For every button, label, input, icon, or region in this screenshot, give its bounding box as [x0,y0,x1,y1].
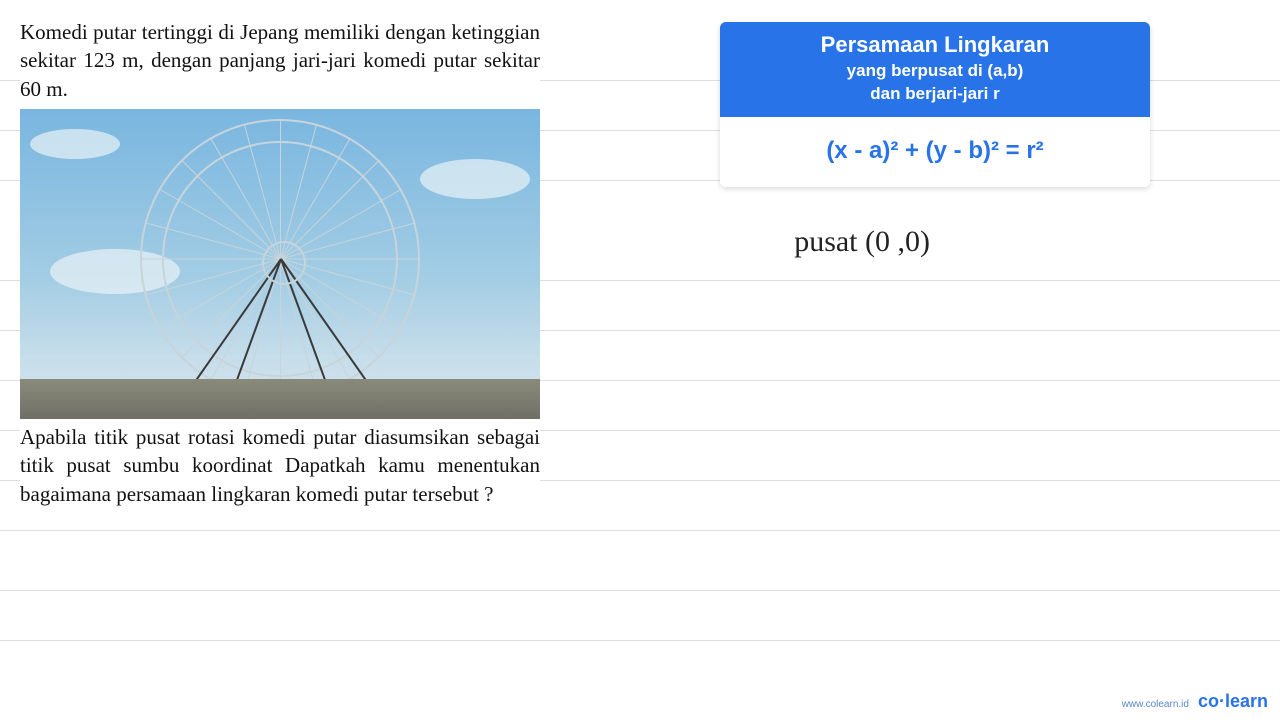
cloud-shape [420,159,530,199]
footer-site-url: www.colearn.id [1122,699,1189,710]
problem-intro: Komedi putar tertinggi di Jepang memilik… [20,18,540,103]
ground-strip [20,379,540,419]
formula-card-subtitle2: dan berjari-jari r [734,83,1136,104]
formula-card-subtitle1: yang berpusat di (a,b) [734,60,1136,81]
problem-question: Apabila titik pusat rotasi komedi putar … [20,423,540,508]
formula-card-header: Persamaan Lingkaran yang berpusat di (a,… [720,22,1150,117]
footer-brand: co·learn [1198,691,1268,711]
ferris-wheel-image [20,109,540,419]
formula-card: Persamaan Lingkaran yang berpusat di (a,… [720,22,1150,187]
formula-card-title: Persamaan Lingkaran [734,32,1136,58]
ferris-wheel-icon [140,119,420,399]
formula-equation: (x - a)² + (y - b)² = r² [720,117,1150,187]
problem-block: Komedi putar tertinggi di Jepang memilik… [20,18,540,508]
cloud-shape [30,129,120,159]
handwritten-note: pusat (0 ,0) [794,225,930,259]
footer-logo: www.colearn.id co·learn [1122,691,1268,712]
